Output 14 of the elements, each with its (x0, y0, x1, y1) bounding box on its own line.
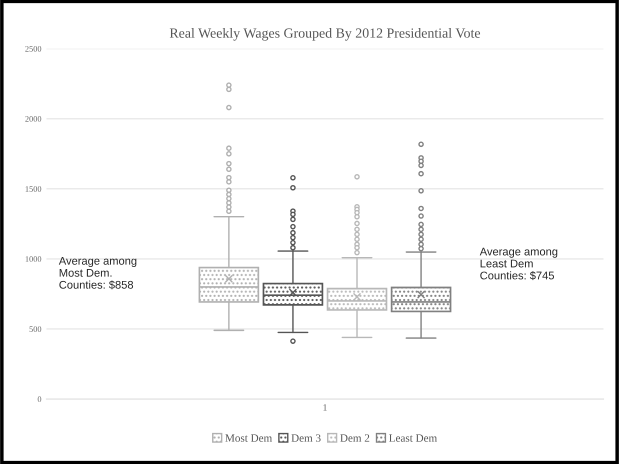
y-tick-label: 1000 (26, 256, 42, 262)
x-tick-label: 1 (323, 404, 327, 411)
legend-label: Dem 3 (291, 434, 321, 442)
legend-label: Dem 2 (340, 434, 370, 442)
legend-label: Most Dem (225, 434, 272, 442)
annotation: Average among Most Dem. Counties: $858 (58, 257, 136, 290)
annotation: Average among Least Dem Counties: $745 (480, 248, 558, 280)
y-tick-label: 2500 (25, 46, 42, 52)
legend-label: Least Dem (389, 434, 438, 442)
y-tick-label: 0 (38, 396, 42, 402)
chart-title: Real Weekly Wages Grouped By 2012 Presidential Vote (170, 28, 480, 41)
y-tick-label: 1500 (26, 186, 42, 192)
y-tick-label: 2000 (25, 116, 42, 122)
y-tick-label: 500 (30, 326, 42, 332)
